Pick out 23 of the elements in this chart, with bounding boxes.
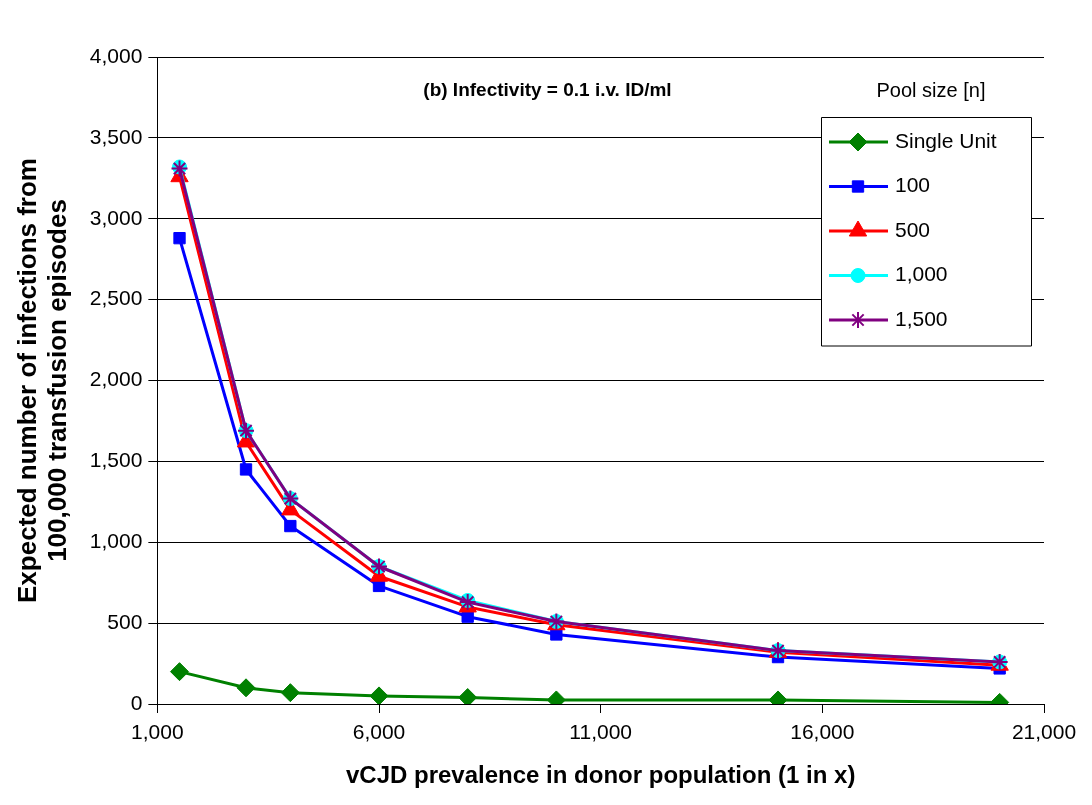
x-tick-label: 6,000	[352, 720, 406, 744]
y-tick-label: 500	[107, 609, 143, 633]
x-tick-label: 11,000	[569, 720, 633, 744]
legend-title: Pool size [n]	[876, 78, 986, 101]
legend-label: 500	[895, 217, 931, 241]
y-tick-label: 2,500	[89, 286, 143, 310]
y-tick-label: 3,000	[89, 205, 143, 229]
y-tick-label: 0	[130, 690, 143, 714]
y-tick-label: 3,500	[89, 124, 143, 148]
x-tick-label: 21,000	[1011, 720, 1077, 744]
legend-label: 1,500	[895, 306, 948, 330]
x-axis-title: vCJD prevalence in donor population (1 in x)	[345, 761, 856, 789]
text: (b) Infectivity = 0.1 i.v. ID/ml	[423, 79, 672, 101]
y-tick-label: 1,000	[89, 529, 143, 553]
legend-label: 1,000	[895, 262, 948, 286]
y-tick-label: 2,000	[89, 367, 143, 391]
x-tick-label: 16,000	[790, 720, 855, 744]
y-tick-label: 4,000	[89, 43, 143, 67]
legend-label: Single Unit	[895, 128, 997, 152]
legend-label: 100	[895, 173, 931, 197]
x-tick-label: 1,000	[131, 720, 184, 744]
y-tick-label: 1,500	[89, 448, 143, 472]
y-axis-title: Expected number of infections from 100,000 transfusion episodes	[12, 158, 73, 603]
